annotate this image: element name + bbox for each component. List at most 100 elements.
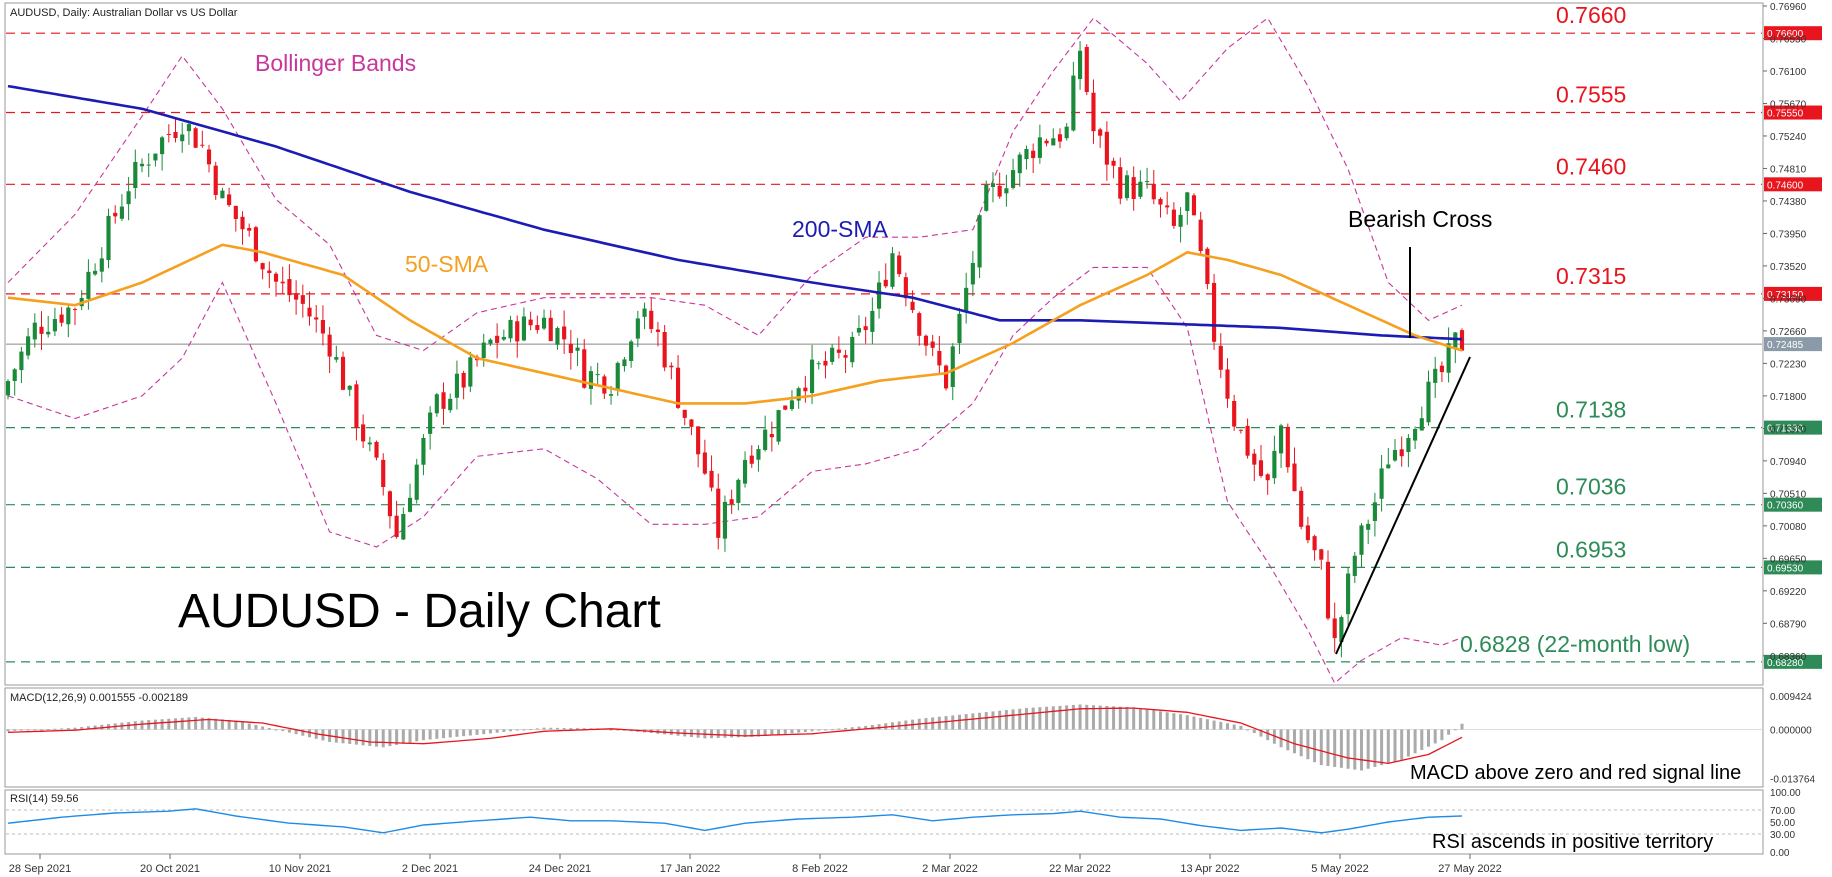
macd-histogram-bar	[1252, 729, 1256, 734]
rsi-panel-frame	[4, 789, 1764, 855]
candle-body	[1426, 381, 1431, 423]
macd-histogram-bar	[368, 729, 372, 746]
price-axis-label: 0.73950	[1770, 229, 1807, 240]
candle-body	[1225, 369, 1230, 399]
sma200-label: 200-SMA	[792, 216, 889, 242]
macd-histogram-bar	[576, 728, 580, 730]
macd-panel-frame	[4, 687, 1764, 788]
macd-histogram-bar	[26, 729, 30, 731]
macd-histogram-bar	[455, 729, 459, 737]
macd-histogram-bar	[770, 729, 774, 736]
macd-histogram-bar	[194, 716, 198, 730]
candle-body	[1198, 219, 1203, 252]
candle-body	[26, 336, 31, 356]
candle-body	[153, 153, 158, 161]
candle-body	[193, 128, 198, 148]
candle-body	[1312, 536, 1317, 551]
macd-histogram-bar	[348, 729, 352, 744]
candle-body	[407, 497, 413, 512]
date-axis-label: 10 Nov 2021	[269, 863, 331, 875]
candle-body	[1446, 343, 1451, 373]
macd-histogram-bar	[750, 729, 754, 737]
candle-body	[32, 322, 37, 340]
macd-histogram-bar	[468, 729, 472, 736]
level-axis-tag	[1764, 105, 1822, 120]
macd-histogram-bar	[1420, 729, 1424, 750]
macd-histogram-bar	[502, 729, 506, 732]
level-label: 0.7660	[1556, 2, 1626, 28]
macd-histogram-bar	[736, 729, 740, 738]
level-axis-tag	[1764, 286, 1822, 301]
macd-histogram-bar	[837, 728, 841, 730]
candle-body	[876, 282, 882, 309]
macd-histogram-bar	[1259, 729, 1263, 737]
candle-body	[863, 326, 868, 331]
macd-histogram-bar	[991, 711, 995, 730]
macd-histogram-bar	[1165, 712, 1169, 730]
macd-histogram-bar	[1313, 729, 1317, 763]
candle-body	[52, 318, 57, 332]
macd-histogram-bar	[207, 718, 211, 730]
level-axis-tag	[1764, 654, 1822, 669]
macd-histogram-bar	[509, 729, 513, 732]
candle-body	[1037, 137, 1042, 158]
date-axis-label: 28 Sep 2021	[9, 863, 71, 875]
macd-histogram-bar	[462, 729, 466, 737]
macd-histogram-bar	[1366, 729, 1370, 769]
candle-body	[970, 263, 975, 285]
macd-histogram-bar	[1065, 705, 1069, 730]
macd-histogram-bar	[1031, 707, 1035, 730]
rsi-note: RSI ascends in positive territory	[1432, 831, 1713, 853]
candle-body	[1325, 561, 1331, 619]
price-axis-label: 0.75240	[1770, 132, 1807, 143]
candle-body	[1031, 150, 1036, 159]
candle-body	[957, 313, 962, 344]
candle-body	[1145, 181, 1150, 183]
candle-body	[722, 501, 728, 539]
candle-body	[434, 394, 439, 414]
candle-body	[1439, 365, 1444, 373]
candle-body	[1218, 345, 1223, 370]
level-label: 0.7555	[1556, 82, 1626, 108]
candle-body	[588, 371, 594, 389]
price-axis-label: 0.68790	[1770, 619, 1807, 630]
macd-histogram-bar	[167, 718, 171, 730]
date-axis-label: 24 Dec 2021	[529, 863, 591, 875]
current-price-tag	[1764, 337, 1822, 352]
trendline	[1335, 356, 1471, 655]
sma50-label: 50-SMA	[405, 251, 489, 277]
candle-body	[528, 319, 533, 326]
macd-histogram-bar	[857, 726, 861, 730]
candle-body	[937, 351, 942, 366]
macd-histogram-bar	[1179, 714, 1183, 730]
macd-histogram-bar	[877, 724, 881, 730]
candle-body	[106, 215, 111, 261]
candle-body	[1433, 368, 1438, 383]
candle-body	[789, 400, 795, 410]
macd-histogram-bar	[549, 727, 553, 730]
candle-body	[629, 341, 634, 361]
candle-body	[1017, 154, 1022, 174]
candle-body	[1252, 453, 1257, 465]
macd-histogram-bar	[6, 729, 10, 732]
candle-body	[146, 164, 151, 166]
main-panel-frame	[4, 2, 1764, 686]
candle-body	[836, 349, 841, 353]
candle-body	[742, 459, 748, 484]
macd-histogram-bar	[421, 729, 425, 741]
macd-histogram-bar	[254, 725, 258, 730]
candle-body	[39, 326, 44, 334]
macd-histogram-bar	[1172, 713, 1176, 730]
candle-body	[1151, 183, 1156, 200]
candle-body	[521, 316, 527, 341]
date-axis-label: 22 Mar 2022	[1049, 863, 1111, 875]
macd-histogram-bar	[743, 729, 747, 738]
macd-histogram-bar	[1152, 710, 1156, 730]
level-axis-value: 0.68280	[1767, 658, 1804, 669]
candle-body	[66, 307, 71, 325]
macd-histogram-bar	[1426, 729, 1430, 747]
macd-histogram-bar	[870, 725, 874, 730]
macd-note: MACD above zero and red signal line	[1410, 762, 1741, 784]
candle-body	[441, 392, 446, 409]
macd-histogram-bar	[817, 729, 821, 731]
